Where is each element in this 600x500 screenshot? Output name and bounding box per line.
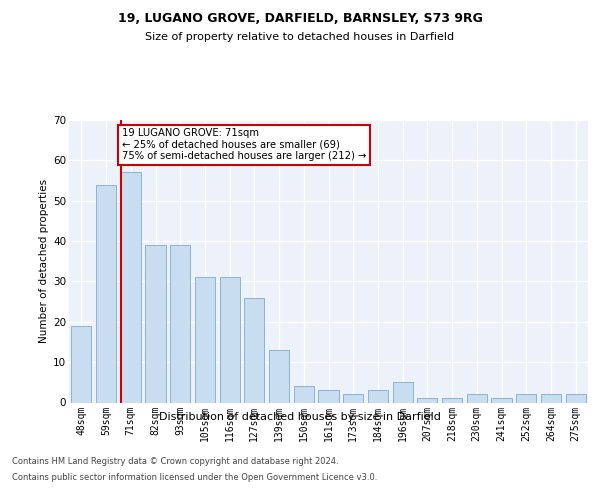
Bar xyxy=(244,298,265,403)
Bar xyxy=(319,390,338,402)
Bar xyxy=(541,394,561,402)
Bar xyxy=(417,398,437,402)
Bar xyxy=(195,278,215,402)
Bar xyxy=(392,382,413,402)
Bar xyxy=(442,398,462,402)
Y-axis label: Number of detached properties: Number of detached properties xyxy=(39,179,49,344)
Bar xyxy=(71,326,91,402)
Bar xyxy=(343,394,364,402)
Text: Contains HM Land Registry data © Crown copyright and database right 2024.: Contains HM Land Registry data © Crown c… xyxy=(12,458,338,466)
Bar xyxy=(467,394,487,402)
Bar xyxy=(293,386,314,402)
Bar xyxy=(491,398,512,402)
Bar xyxy=(170,245,190,402)
Text: Distribution of detached houses by size in Darfield: Distribution of detached houses by size … xyxy=(159,412,441,422)
Bar xyxy=(220,278,240,402)
Bar xyxy=(566,394,586,402)
Bar xyxy=(121,172,141,402)
Bar xyxy=(145,245,166,402)
Bar xyxy=(96,184,116,402)
Bar xyxy=(368,390,388,402)
Text: 19, LUGANO GROVE, DARFIELD, BARNSLEY, S73 9RG: 19, LUGANO GROVE, DARFIELD, BARNSLEY, S7… xyxy=(118,12,482,26)
Bar xyxy=(516,394,536,402)
Text: 19 LUGANO GROVE: 71sqm
← 25% of detached houses are smaller (69)
75% of semi-det: 19 LUGANO GROVE: 71sqm ← 25% of detached… xyxy=(122,128,366,162)
Text: Contains public sector information licensed under the Open Government Licence v3: Contains public sector information licen… xyxy=(12,472,377,482)
Text: Size of property relative to detached houses in Darfield: Size of property relative to detached ho… xyxy=(145,32,455,42)
Bar xyxy=(269,350,289,403)
